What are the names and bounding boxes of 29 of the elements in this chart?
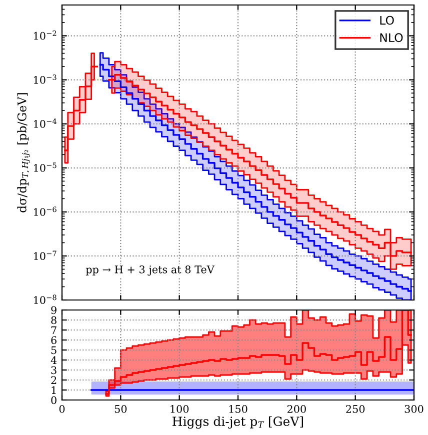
y-axis-title: dσ/dp$_{T,Hj₁j₂}$ [pb/GeV] xyxy=(17,93,30,212)
y-tick-label: 3 xyxy=(51,366,56,374)
y-tick-label: 10$^{−2}$ xyxy=(34,30,56,40)
y-tick-label: 8 xyxy=(51,316,56,324)
x-tick-label: 300 xyxy=(404,405,424,413)
y-tick-label: 0 xyxy=(51,396,56,404)
x-tick-label: 200 xyxy=(287,405,306,413)
x-tick-label: 50 xyxy=(114,405,127,413)
y-tick-label: 10$^{−4}$ xyxy=(34,118,56,128)
x-tick-label: 0 xyxy=(59,405,65,413)
x-axis-title: Higgs di-jet p$_{T}$ [GeV] xyxy=(172,416,303,429)
x-tick-label: 100 xyxy=(170,405,189,413)
y-tick-label: 10$^{−7}$ xyxy=(34,250,56,260)
y-tick-label: 10$^{−3}$ xyxy=(34,74,56,84)
y-tick-label: 4 xyxy=(50,356,57,364)
y-tick-label: 1 xyxy=(52,386,56,394)
x-tick-label: 250 xyxy=(346,405,365,413)
x-tick-label: 150 xyxy=(229,405,248,413)
y-tick-label: 7 xyxy=(51,326,56,334)
y-tick-label: 5 xyxy=(51,346,56,354)
annotation: pp → H + 3 jets at 8 TeV xyxy=(86,265,215,276)
legend-label: NLO xyxy=(380,33,403,42)
y-tick-label: 10$^{−8}$ xyxy=(34,294,56,304)
legend-label: LO xyxy=(380,16,394,25)
y-tick-label: 10$^{−6}$ xyxy=(34,206,56,216)
y-tick-label: 6 xyxy=(51,336,56,344)
y-tick-label: 2 xyxy=(51,376,56,384)
y-tick-label: 10$^{−5}$ xyxy=(34,162,56,172)
y-tick-label: 9 xyxy=(51,306,56,314)
